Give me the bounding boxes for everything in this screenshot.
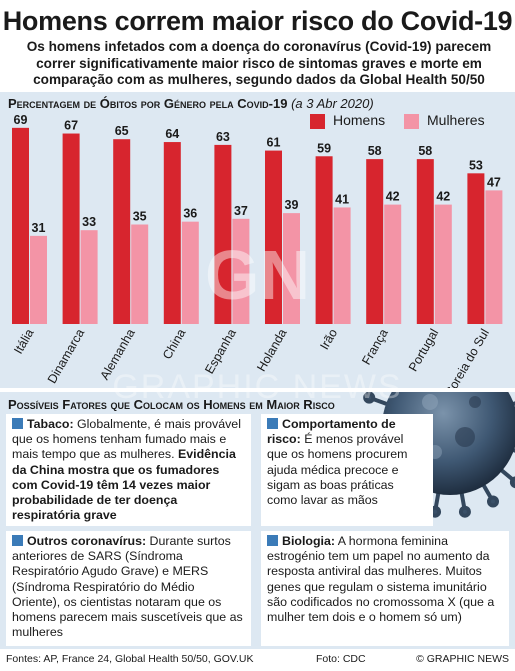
factor-biologia-head: Biologia: [282, 534, 335, 548]
legend-label-mulheres: Mulheres [427, 112, 485, 128]
category-label-4: Espanha [202, 326, 239, 376]
bullet-square-icon [12, 418, 23, 429]
page-title: Homens correm maior risco do Covid-19 [2, 6, 513, 36]
bar-homens-6 [315, 156, 333, 324]
data-label-homens-6: 59 [317, 141, 331, 155]
chart-title-text: Percentagem de Óbitos por Género pela Co… [8, 96, 288, 111]
category-label-7: França [359, 326, 391, 367]
factor-tabaco-text: Globalmente, é mais provável que os home… [12, 417, 241, 462]
bullet-square-icon [267, 535, 278, 546]
data-label-mulheres-9: 47 [487, 175, 501, 189]
data-label-homens-3: 64 [165, 127, 179, 141]
data-label-mulheres-7: 42 [386, 190, 400, 204]
bar-mulheres-0 [30, 235, 47, 324]
bar-homens-4 [214, 144, 232, 324]
data-label-mulheres-8: 42 [436, 190, 450, 204]
bar-homens-3 [163, 142, 181, 324]
bar-mulheres-9 [485, 190, 503, 324]
legend-label-homens: Homens [333, 112, 386, 128]
bar-mulheres-3 [181, 221, 199, 324]
factor-tabaco-strong: Evidência da China mostra que os fumador… [12, 447, 236, 523]
category-label-3: China [160, 326, 188, 361]
data-label-mulheres-5: 39 [285, 198, 299, 212]
category-label-8: Portugal [406, 327, 441, 374]
bar-homens-8 [416, 159, 434, 324]
bar-homens-5 [265, 150, 282, 324]
data-label-mulheres-3: 36 [183, 207, 197, 221]
chart-date-note: (a 3 Abr 2020) [291, 96, 374, 111]
factor-tabaco-head: Tabaco: [27, 417, 74, 431]
data-label-homens-1: 67 [64, 119, 78, 133]
footer-sources: Fontes: AP, France 24, Global Health 50/… [6, 653, 254, 665]
bar-mulheres-4 [232, 218, 250, 324]
bar-mulheres-7 [384, 204, 402, 324]
bar-homens-2 [113, 139, 131, 324]
factor-comportamento-text: É menos provável que os homens procurem … [267, 432, 408, 508]
factor-comportamento: Comportamento de risco: É menos provável… [261, 414, 433, 526]
bullet-square-icon [12, 535, 23, 546]
bar-mulheres-2 [131, 224, 149, 324]
data-label-homens-9: 53 [469, 158, 483, 172]
factor-biologia: Biologia: A hormona feminina estrogénio … [261, 531, 509, 646]
factor-tabaco: Tabaco: Globalmente, é mais provável que… [6, 414, 251, 526]
bar-mulheres-1 [80, 230, 98, 324]
category-label-2: Alemanha [98, 326, 138, 382]
legend-swatch-homens [310, 114, 325, 129]
bar-mulheres-5 [283, 213, 300, 324]
bar-homens-7 [366, 159, 384, 324]
data-label-mulheres-6: 41 [335, 192, 349, 206]
data-label-homens-2: 65 [115, 124, 129, 138]
data-label-mulheres-4: 37 [234, 204, 248, 218]
legend-swatch-mulheres [404, 114, 419, 129]
factor-outros: Outros coronavírus: Durante surtos anter… [6, 531, 251, 646]
data-label-homens-0: 69 [14, 113, 28, 127]
category-label-1: Dinamarca [45, 326, 87, 385]
data-label-mulheres-0: 31 [32, 221, 46, 235]
factor-outros-head: Outros coronavírus: [27, 534, 147, 548]
footer-copyright: © GRAPHIC NEWS [416, 653, 509, 665]
category-label-0: Itália [11, 326, 36, 356]
factors-heading: Possíveis Fatores que Colocam os Homens … [8, 397, 335, 412]
bar-chart: 69 31 Itália 67 33 Dinamarca 65 35 Alemanha 64 36 C… [11, 113, 503, 388]
category-label-5: Holanda [254, 326, 289, 373]
category-label-6: Irão [317, 326, 340, 352]
data-label-mulheres-2: 35 [133, 210, 147, 224]
bar-homens-1 [62, 133, 80, 324]
bar-mulheres-6 [333, 207, 351, 324]
bar-mulheres-8 [434, 204, 452, 324]
bar-homens-0 [12, 127, 29, 324]
bullet-square-icon [267, 418, 278, 429]
data-label-homens-8: 58 [418, 144, 432, 158]
factor-outros-text: Durante surtos anteriores de SARS (Síndr… [12, 534, 243, 640]
footer-photo-credit: Foto: CDC [316, 653, 366, 665]
page-subtitle: Os homens infetados com a doença do coro… [26, 39, 492, 87]
data-label-homens-4: 63 [216, 130, 230, 144]
chart-title: Percentagem de Óbitos por Género pela Co… [8, 96, 374, 111]
factor-biologia-text: A hormona feminina estrogénio tem um pap… [267, 534, 495, 625]
factors-panel: Possíveis Fatores que Colocam os Homens … [0, 392, 515, 649]
factor-comportamento-head: Comportamento de risco: [267, 417, 396, 447]
chart-panel: 69 31 Itália 67 33 Dinamarca 65 35 Alemanha 64 36 C… [0, 92, 515, 388]
category-label-9: Coreia do Sul [442, 327, 492, 388]
data-label-mulheres-1: 33 [82, 215, 96, 229]
bar-homens-9 [467, 173, 485, 324]
data-label-homens-5: 61 [267, 136, 281, 150]
data-label-homens-7: 58 [368, 144, 382, 158]
